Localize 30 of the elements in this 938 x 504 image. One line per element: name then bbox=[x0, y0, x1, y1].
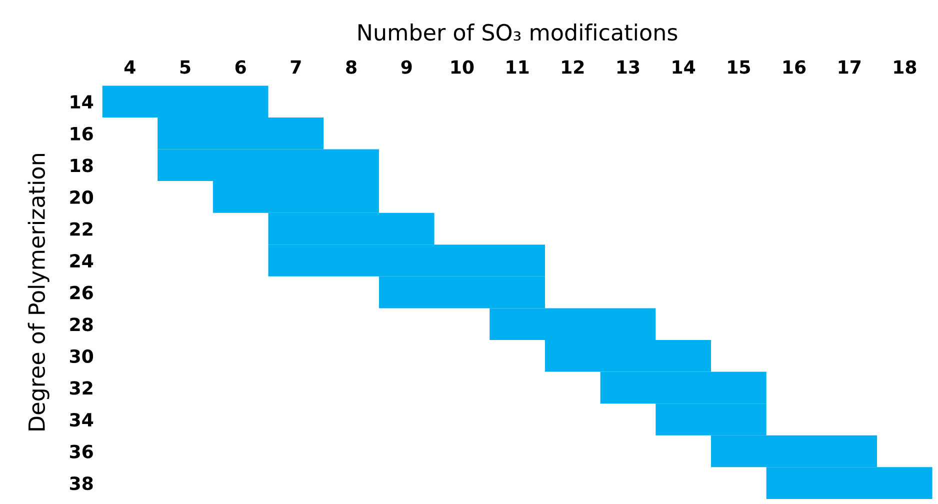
y-tick-label: 18 bbox=[70, 158, 93, 172]
y-tick-label: 22 bbox=[70, 222, 92, 236]
x-tick-label: 9 bbox=[401, 60, 412, 74]
y-tick-label: 32 bbox=[70, 381, 92, 395]
x-tick-label: 10 bbox=[451, 60, 474, 74]
y-tick-label: 14 bbox=[70, 95, 94, 108]
y-tick-label: 20 bbox=[70, 190, 94, 204]
y-tick-label: 36 bbox=[70, 444, 93, 458]
y-tick-label: 28 bbox=[70, 318, 93, 332]
x-tick-label: 13 bbox=[617, 60, 640, 74]
x-tick-label: 12 bbox=[562, 60, 584, 74]
x-tick-label: 15 bbox=[728, 60, 750, 74]
y-axis-title: Degree of Polymerization bbox=[28, 154, 50, 430]
y-tick-label: 24 bbox=[70, 254, 94, 268]
x-tick-label: 18 bbox=[894, 60, 916, 74]
x-tick-label: 16 bbox=[783, 60, 806, 74]
y-tick-label: 30 bbox=[70, 349, 94, 364]
x-axis-title: Number of SO₃ modifications bbox=[358, 24, 678, 41]
x-tick-label: 6 bbox=[235, 60, 246, 74]
x-tick-label: 17 bbox=[838, 60, 860, 74]
x-tick-label: 7 bbox=[290, 60, 301, 74]
y-tick-label: 34 bbox=[70, 412, 94, 427]
y-tick-label: 16 bbox=[70, 126, 93, 140]
x-tick-label: 4 bbox=[124, 60, 136, 74]
x-tick-label: 11 bbox=[506, 60, 529, 74]
x-tick-label: 14 bbox=[672, 60, 696, 74]
x-tick-label: 5 bbox=[180, 60, 190, 74]
y-tick-label: 26 bbox=[70, 286, 93, 300]
x-tick-label: 8 bbox=[346, 60, 356, 74]
y-tick-label: 38 bbox=[70, 476, 93, 490]
